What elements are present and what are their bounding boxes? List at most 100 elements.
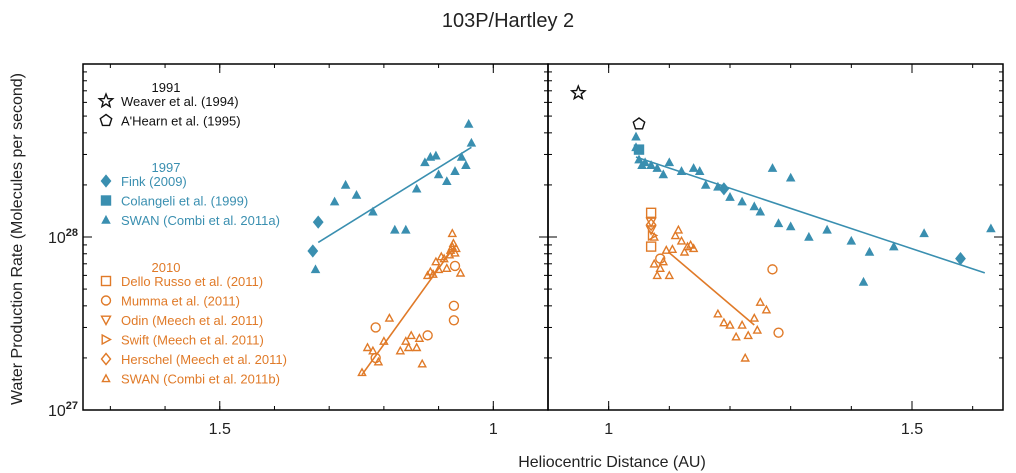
data-point	[411, 183, 422, 193]
data-point	[422, 330, 433, 341]
data-point	[986, 223, 996, 233]
data-point	[312, 215, 324, 229]
y-tick-label: 1027	[48, 400, 78, 420]
x-tick-label: 1	[604, 421, 613, 438]
data-point	[649, 258, 659, 268]
data-point	[767, 163, 778, 172]
data-point	[449, 260, 461, 272]
data-point	[307, 244, 319, 258]
data-point	[889, 241, 899, 251]
data-point	[673, 224, 684, 234]
data-point	[420, 157, 430, 167]
data-point	[431, 256, 441, 266]
legend-label: SWAN (Combi et al. 2011b)	[121, 372, 280, 387]
data-point	[846, 235, 857, 245]
data-point	[433, 169, 444, 179]
data-point	[428, 269, 438, 278]
data-point	[362, 342, 373, 352]
legend-label: SWAN (Combi et al. 2011a)	[121, 213, 280, 228]
data-point	[646, 160, 656, 170]
data-point	[450, 166, 460, 176]
legend-label: Herschel (Meech et al. 2011)	[121, 352, 287, 367]
x-axis-label: Heliocentric Distance (AU)	[518, 454, 706, 471]
data-point	[390, 224, 400, 234]
data-point	[384, 313, 395, 322]
series-herschel-meech-et-al-2011-	[645, 217, 657, 232]
data-point	[713, 308, 723, 318]
series-dello-russo-et-al-2011-	[645, 207, 657, 252]
legend-marker	[101, 373, 111, 383]
data-point	[664, 157, 675, 167]
data-point	[447, 228, 458, 238]
series-mumma-et-al-2011-	[370, 260, 461, 364]
data-point	[329, 196, 340, 206]
data-point	[785, 221, 796, 231]
fit-line-orange	[668, 252, 755, 326]
data-point	[406, 330, 416, 340]
legend-label: Dello Russo et al. (2011)	[121, 274, 263, 289]
data-point	[713, 181, 723, 191]
data-point	[676, 235, 687, 245]
data-point	[417, 358, 427, 368]
series-a-hearn-et-al-1995-	[632, 117, 646, 130]
data-point	[767, 264, 778, 275]
data-point	[368, 345, 378, 355]
data-point	[634, 154, 644, 164]
data-point	[379, 336, 389, 345]
data-point	[351, 189, 362, 199]
data-point	[761, 304, 772, 314]
data-point	[411, 342, 422, 352]
data-point	[569, 84, 587, 101]
plot-area: 1.5 1 1 1.5 1027 1028	[48, 63, 1004, 438]
data-point	[645, 241, 657, 252]
data-point	[357, 367, 367, 377]
legend-marker	[97, 92, 115, 109]
data-point	[858, 276, 869, 286]
data-point	[450, 247, 460, 257]
data-point	[822, 224, 832, 234]
data-point	[373, 356, 384, 366]
data-point	[466, 137, 477, 147]
data-point	[664, 270, 675, 280]
data-point	[401, 224, 411, 234]
legend-group-label: 1997	[152, 160, 181, 175]
data-point	[719, 317, 729, 327]
data-point	[442, 176, 452, 186]
data-point	[955, 251, 966, 266]
data-point	[670, 230, 681, 240]
x-tick-label: 1.5	[209, 421, 231, 438]
data-point	[682, 241, 693, 251]
legend-label: A'Hearn et al. (1995)	[121, 114, 241, 129]
data-point	[718, 182, 730, 196]
data-point	[658, 256, 669, 266]
data-point	[442, 263, 452, 272]
data-point	[652, 270, 662, 280]
chart-title: 103P/Hartley 2	[442, 10, 574, 32]
series-weaver-et-al-1994-	[569, 84, 587, 101]
data-point	[743, 330, 753, 340]
data-point	[433, 264, 444, 274]
data-point	[755, 297, 766, 306]
data-point	[725, 192, 735, 201]
data-point	[310, 264, 321, 274]
data-point	[661, 245, 672, 254]
data-point	[631, 131, 641, 141]
data-point	[737, 319, 747, 329]
legend-label: Odin (Meech et al. 2011)	[121, 313, 263, 328]
data-point	[785, 172, 796, 182]
data-point	[645, 217, 657, 232]
legend-group-label: 2010	[152, 260, 181, 275]
legend-marker	[99, 113, 113, 127]
data-point	[652, 163, 662, 172]
data-point	[645, 207, 657, 219]
data-point	[455, 267, 466, 277]
data-point	[688, 163, 699, 172]
data-point	[700, 179, 711, 189]
y-tick-label: 1028	[48, 227, 78, 247]
panel-frame-post-perihelion	[547, 63, 1004, 411]
data-point	[444, 249, 455, 259]
data-point	[773, 218, 784, 228]
data-point	[448, 315, 460, 326]
legend-marker	[100, 174, 112, 188]
